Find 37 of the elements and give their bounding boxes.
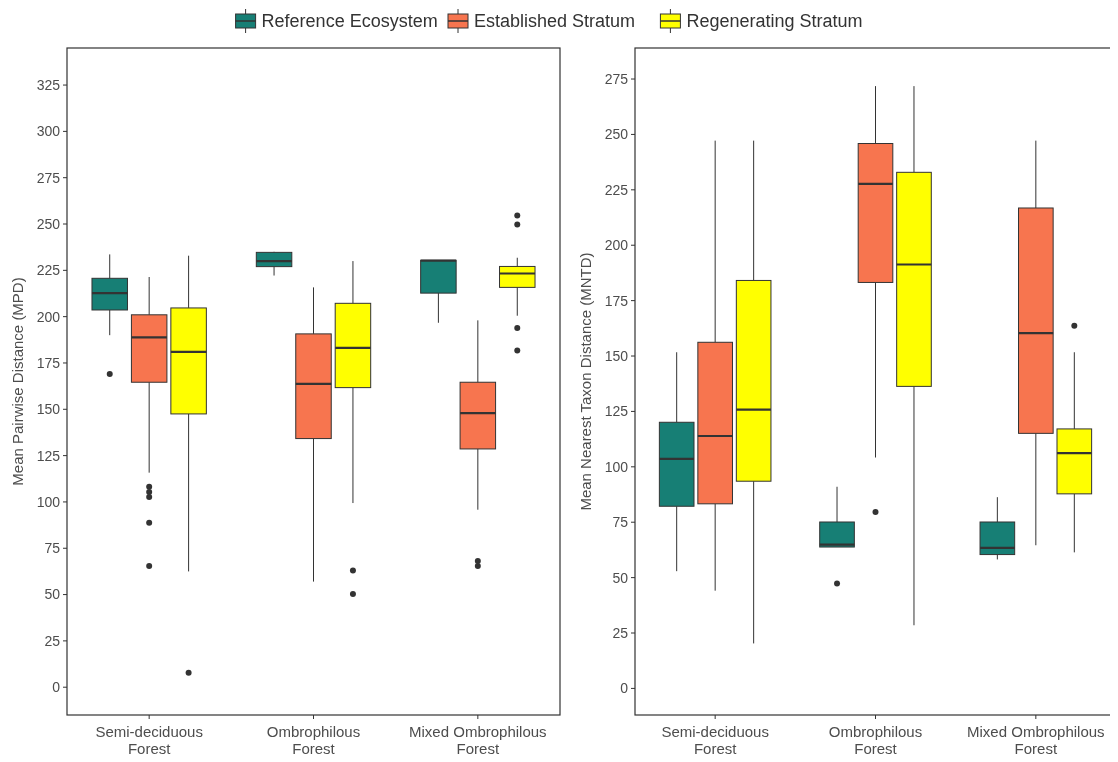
y-tick-label: 25	[44, 632, 61, 649]
legend-label: Reference Ecosystem	[261, 11, 438, 32]
y-tick-label: 50	[612, 569, 629, 586]
y-tick-label: 250	[36, 215, 61, 232]
y-tick-label: 0	[620, 680, 629, 697]
y-tick-label: 175	[36, 354, 61, 371]
y-tick-label: 0	[52, 679, 61, 696]
y-axis-title: Mean Nearest Taxon Distance (MNTD)	[577, 252, 594, 511]
y-tick-label: 75	[44, 540, 61, 557]
y-tick-label: 50	[44, 586, 61, 603]
y-tick-label: 150	[36, 401, 61, 418]
y-tick-label: 25	[612, 624, 629, 641]
y-tick-label: 225	[604, 181, 629, 198]
x-tick-label: Mixed Ombrophilous Forest	[409, 723, 547, 757]
y-axis-title: Mean Pairwise Distance (MPD)	[9, 277, 26, 486]
x-tick-label: Mixed Ombrophilous Forest	[967, 723, 1105, 757]
y-tick-label: 325	[36, 76, 61, 93]
y-tick-label: 200	[36, 308, 61, 325]
y-tick-label: 275	[36, 169, 61, 186]
y-tick-label: 275	[604, 70, 629, 87]
y-tick-label: 125	[604, 403, 629, 420]
y-tick-label: 250	[604, 126, 629, 143]
x-tick-label: Semi-deciduous Forest	[95, 723, 203, 757]
x-tick-label: Semi-deciduous Forest	[661, 723, 769, 757]
legend-label: Regenerating Stratum	[686, 11, 863, 32]
x-tick-label: Ombrophilous Forest	[266, 723, 361, 757]
y-tick-label: 200	[604, 237, 629, 254]
y-tick-label: 300	[36, 123, 61, 140]
y-tick-label: 75	[612, 514, 629, 531]
legend-label: Established Stratum	[474, 11, 636, 32]
y-tick-label: 150	[604, 347, 629, 364]
y-tick-label: 225	[36, 262, 61, 279]
y-tick-label: 100	[604, 458, 629, 475]
x-tick-label: Ombrophilous Forest	[828, 723, 923, 757]
y-tick-label: 125	[36, 447, 61, 464]
y-tick-label: 100	[36, 493, 61, 510]
y-tick-label: 175	[604, 292, 629, 309]
